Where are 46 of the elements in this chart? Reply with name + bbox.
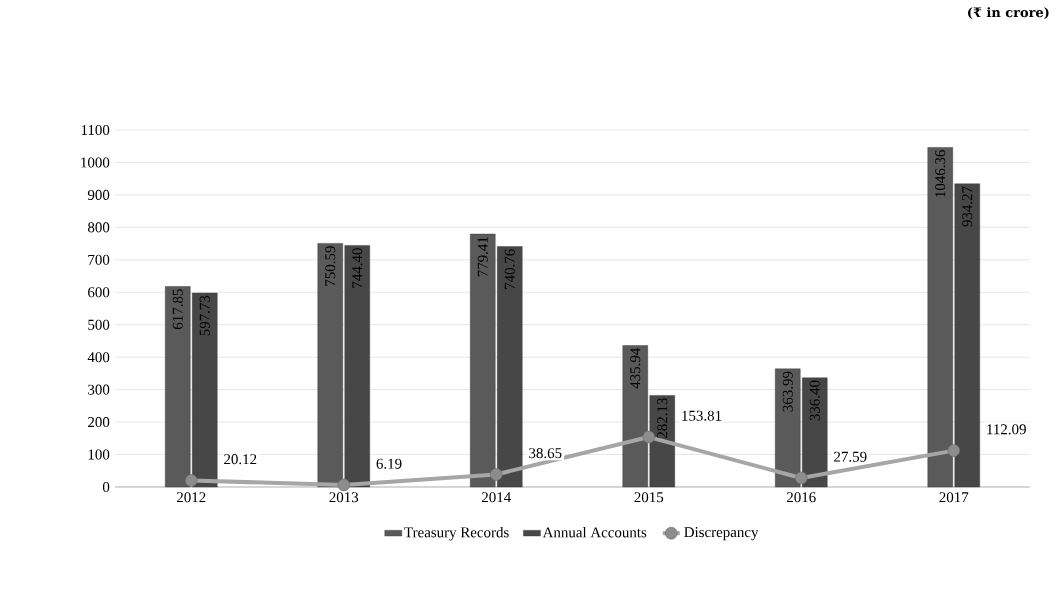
y-tick-label: 200 bbox=[88, 417, 110, 428]
data-label: 740.76 bbox=[504, 249, 515, 289]
y-tick-label: 400 bbox=[87, 352, 110, 363]
legend-label: Discrepancy bbox=[684, 527, 759, 541]
point bbox=[337, 478, 351, 492]
legend-label: Annual Accounts bbox=[542, 526, 647, 538]
x-tick-label: 2012 bbox=[176, 492, 206, 503]
point bbox=[490, 468, 503, 481]
text: (₹ in crore) bbox=[968, 7, 1049, 20]
data-label: 38.65 bbox=[529, 448, 562, 459]
y-tick-label: 600 bbox=[88, 287, 110, 298]
y-tick-label: 500 bbox=[88, 319, 110, 330]
point bbox=[185, 474, 198, 487]
point bbox=[642, 430, 656, 444]
data-label: 153.81 bbox=[682, 410, 722, 421]
data-label: 617.85 bbox=[172, 289, 183, 330]
x-tick-label: 2015 bbox=[634, 492, 664, 503]
x-tick-label: 2016 bbox=[786, 492, 816, 503]
y-tick-label: 700 bbox=[88, 254, 110, 265]
y-tick-label: 1000 bbox=[81, 157, 110, 168]
data-label: 750.59 bbox=[325, 246, 336, 286]
data-label: 282.13 bbox=[657, 398, 668, 439]
data-label: 6.19 bbox=[376, 458, 402, 469]
y-tick-label: 900 bbox=[87, 189, 110, 200]
y-tick-label: 800 bbox=[87, 222, 110, 233]
data-label: 27.59 bbox=[834, 451, 867, 462]
y-tick-label: 300 bbox=[88, 384, 110, 395]
data-label: 597.73 bbox=[199, 295, 210, 336]
data-label: 744.40 bbox=[352, 248, 363, 288]
point bbox=[947, 444, 961, 457]
x-tick-label: 2017 bbox=[939, 492, 969, 503]
x-tick-label: 2013 bbox=[329, 492, 359, 503]
data-label: 112.09 bbox=[987, 424, 1026, 435]
legend-label: Treasury Records bbox=[404, 526, 509, 541]
data-label: 20.12 bbox=[224, 454, 257, 465]
data-label: 779.41 bbox=[477, 237, 488, 277]
y-tick-label: 0 bbox=[102, 481, 110, 493]
data-label: 336.40 bbox=[809, 380, 820, 421]
data-label: 934.27 bbox=[962, 186, 973, 227]
data-label: 363.99 bbox=[782, 371, 793, 412]
point bbox=[795, 471, 808, 485]
y-tick-label: 100 bbox=[88, 449, 110, 460]
data-label: 435.94 bbox=[630, 347, 641, 389]
y-tick-label: 1100 bbox=[81, 124, 110, 136]
data-label: 1046.36 bbox=[935, 150, 946, 197]
x-tick-label: 2014 bbox=[481, 492, 511, 503]
